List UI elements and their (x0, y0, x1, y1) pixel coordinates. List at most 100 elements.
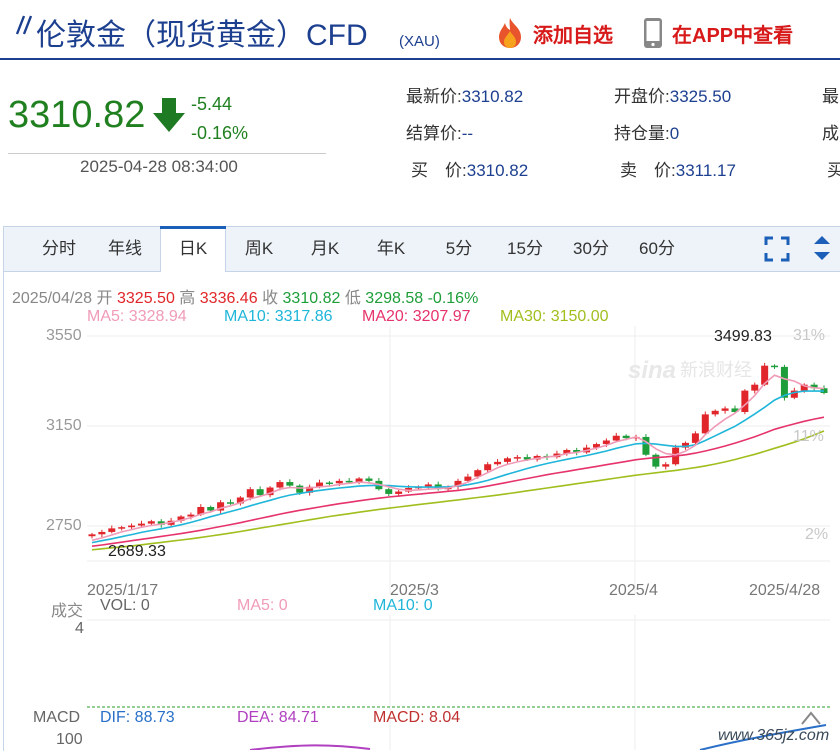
candle-up (128, 525, 136, 528)
collapse-arrow-icon[interactable] (800, 710, 822, 726)
ohlc-close: 3310.82 (282, 290, 341, 307)
candle-down (256, 489, 264, 496)
symbol-code: (XAU) (399, 33, 440, 50)
candle-down (325, 482, 333, 485)
candle-up (454, 480, 462, 487)
macd-dea: DEA: 84.71 (237, 709, 319, 726)
chart-panel (3, 226, 840, 751)
ohlc-high-label: 高 (179, 290, 196, 307)
bid-price-label: 买 价: (411, 161, 467, 180)
candle-up (424, 484, 432, 487)
candle-up (721, 408, 729, 411)
candle-down (523, 457, 531, 460)
candle-up (355, 478, 363, 483)
ma30-legend: MA30: 3150.00 (500, 308, 609, 325)
price-change: -5.44 -0.16% (191, 90, 248, 148)
x-tick-apr28: 2025/4/28 (749, 582, 821, 599)
candle-up (118, 527, 126, 529)
ohlc-open-label: 开 (96, 290, 113, 307)
candle-up (137, 523, 145, 526)
ohlc-open: 3325.50 (117, 290, 175, 307)
settle-price-value: -- (461, 124, 474, 143)
macd-dif: DIF: 88.73 (100, 709, 175, 726)
volume-field-truncated: 成 (822, 124, 839, 143)
candle-up (395, 491, 403, 494)
ma5-line (91, 374, 825, 542)
candle-down (622, 435, 630, 439)
candle-up (682, 442, 690, 448)
ohlc-info: 2025/04/28 开 3325.50 高 3336.46 收 3310.82… (12, 284, 478, 308)
ma20-line (91, 416, 825, 547)
max-price-label: 3499.83 (714, 328, 772, 345)
candle-down (810, 384, 818, 389)
ma10-legend: MA10: 3317.86 (224, 308, 333, 325)
ohlc-date: 2025/04/28 (12, 290, 93, 307)
candle-up (108, 528, 116, 532)
open-price-field: 开盘价:3325.50 (614, 82, 731, 107)
change-percent: -0.16% (191, 123, 249, 143)
add-watchlist-button[interactable]: 添加自选 (493, 16, 613, 50)
y-tick-2750: 2750 (46, 517, 82, 534)
ohlc-low: 3298.58 (365, 290, 424, 307)
candle-up (246, 489, 254, 498)
candle-up (701, 414, 709, 434)
divider (8, 153, 326, 154)
candle-up (513, 457, 521, 459)
fullscreen-icon[interactable] (764, 236, 790, 262)
candle-down (771, 365, 779, 368)
candle-down (226, 502, 234, 504)
high-field-truncated: 最 (822, 87, 839, 106)
tab-15min[interactable]: 15分 (507, 239, 543, 258)
macd-scale: 100 (56, 731, 83, 748)
change-value: -5.44 (191, 94, 233, 114)
page-title: 伦敦金（现货黄金）CFD (36, 19, 368, 52)
candle-down (286, 482, 294, 486)
candle-up (147, 521, 155, 524)
candle-up (612, 435, 620, 441)
candle-down (157, 521, 165, 525)
tab-yearly-k[interactable]: 年K (376, 239, 406, 258)
candle-up (316, 482, 324, 487)
candle-up (800, 384, 808, 391)
pct-tick-31: 31% (793, 327, 826, 344)
candle-up (711, 410, 719, 415)
x-tick-jan17: 2025/1/17 (87, 582, 159, 599)
candle-up (503, 458, 511, 462)
tab-30min[interactable]: 30分 (573, 239, 609, 258)
settle-price-label: 结算价: (406, 124, 462, 143)
add-watchlist-label: 添加自选 (533, 24, 613, 47)
candle-up (306, 486, 314, 493)
volume-ma10: MA10: 0 (373, 597, 433, 614)
candle-down (296, 485, 304, 493)
tab-weekly-k[interactable]: 周K (244, 239, 274, 258)
svg-text:sina: sina (628, 357, 676, 384)
candle-down (365, 478, 373, 481)
tab-year-line[interactable]: 年线 (108, 239, 142, 258)
tab-5min[interactable]: 5分 (445, 239, 473, 258)
candle-down (642, 436, 650, 455)
view-in-app-button[interactable]: 在APP中查看 (642, 16, 793, 50)
view-in-app-label: 在APP中查看 (672, 24, 794, 47)
latest-price-label: 最新价: (406, 87, 462, 106)
volume-ma5: MA5: 0 (237, 597, 288, 614)
bid-price-value: 3310.82 (466, 161, 529, 180)
candle-down (780, 366, 788, 398)
tab-intraday[interactable]: 分时 (42, 239, 76, 258)
candle-up (602, 440, 610, 445)
candle-up (592, 444, 600, 448)
y-tick-3150: 3150 (46, 417, 82, 434)
tab-60min[interactable]: 60分 (639, 239, 675, 258)
open-interest-label: 持仓量: (614, 124, 670, 143)
scroll-arrows-icon[interactable] (812, 234, 832, 262)
down-arrow-icon (153, 98, 185, 132)
x-tick-mar: 2025/3 (390, 582, 439, 599)
ohlc-low-label: 低 (344, 290, 361, 307)
candle-up (790, 390, 798, 398)
ohlc-high: 3336.46 (199, 290, 258, 307)
candle-down (207, 507, 215, 511)
ask-price-label: 卖 价: (620, 161, 676, 180)
candlestick-chart[interactable]: sina 新浪财经 (0, 326, 840, 602)
tab-monthly-k[interactable]: 月K (310, 239, 340, 258)
candle-up (761, 365, 769, 385)
tab-daily-k[interactable]: 日K (160, 226, 226, 272)
